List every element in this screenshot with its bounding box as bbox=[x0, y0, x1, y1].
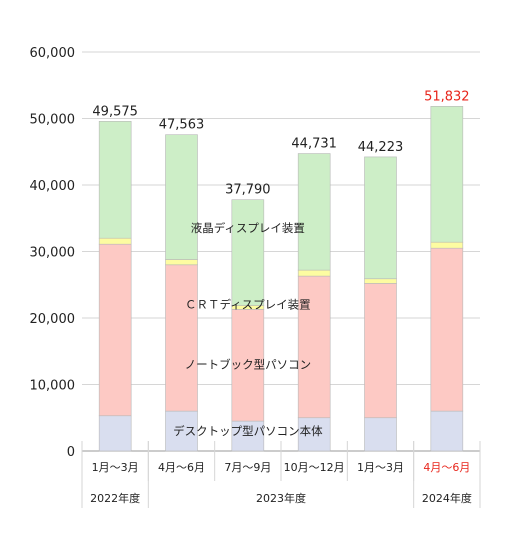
total-labels: 49,575 47,563 37,790 44,731 44,223 51,832 bbox=[92, 89, 469, 197]
y-axis-ticks: 0 10,000 20,000 30,000 40,000 50,000 60,000 bbox=[30, 46, 76, 460]
bar-segment bbox=[364, 278, 397, 284]
series-label: ノートブック型パソコン bbox=[185, 358, 312, 372]
y-tick-label: 60,000 bbox=[30, 46, 76, 61]
x-axis: 1月～3月 4月～6月 7月～9月 10月～12月 1月～3月 4月～6月 2022年度 20… bbox=[81, 441, 481, 508]
x-tick-label: 1月～3月 bbox=[357, 461, 404, 474]
bar-segment bbox=[98, 243, 132, 417]
bar-segment bbox=[364, 156, 397, 280]
bar-segment bbox=[297, 275, 331, 419]
y-tick-label: 0 bbox=[67, 445, 75, 460]
x-tick-label: 1月～3月 bbox=[92, 461, 139, 474]
bar-total-label: 47,563 bbox=[159, 118, 205, 133]
bar-total-label: 37,790 bbox=[225, 183, 271, 198]
y-tick-label: 10,000 bbox=[30, 379, 76, 394]
bar-segment bbox=[364, 283, 397, 419]
bar-total-label: 44,731 bbox=[291, 137, 337, 152]
bar-segment bbox=[364, 417, 397, 452]
year-group-label: 2023年度 bbox=[256, 491, 306, 505]
bar-segment bbox=[165, 259, 198, 266]
y-tick-label: 50,000 bbox=[30, 113, 76, 128]
bar-segment bbox=[297, 269, 331, 277]
series-label: デスクトップ型パソコン本体 bbox=[173, 424, 323, 438]
x-tick-label: 4月～6月 bbox=[423, 461, 470, 474]
bar-segment bbox=[98, 237, 132, 245]
series-label: 液晶ディスプレイ装置 bbox=[191, 221, 305, 235]
bar-segment bbox=[231, 420, 265, 452]
x-tick-label: 7月～9月 bbox=[224, 461, 271, 474]
bar-segment bbox=[98, 415, 132, 452]
year-group-label: 2024年度 bbox=[422, 491, 472, 505]
y-tick-label: 30,000 bbox=[30, 246, 76, 261]
bar-segment bbox=[430, 247, 464, 412]
year-group-label: 2022年度 bbox=[90, 491, 140, 505]
x-tick-label: 4月～6月 bbox=[158, 461, 205, 474]
y-tick-label: 40,000 bbox=[30, 179, 76, 194]
bar-segment bbox=[165, 264, 198, 412]
bar-segment bbox=[297, 153, 331, 271]
series-label: ＣＲＴディスプレイ装置 bbox=[185, 298, 311, 312]
bar-segment bbox=[98, 121, 132, 239]
bar-total-label: 44,223 bbox=[358, 140, 404, 155]
y-tick-label: 20,000 bbox=[30, 312, 76, 327]
bar-segment bbox=[165, 134, 198, 260]
bar-segment bbox=[165, 410, 198, 452]
bar-segment bbox=[430, 106, 464, 243]
bar-segment bbox=[297, 417, 331, 452]
bar-total-label: 51,832 bbox=[424, 89, 470, 104]
bar-segment bbox=[430, 241, 464, 249]
gridlines bbox=[82, 51, 480, 452]
series-labels: 液晶ディスプレイ装置 ＣＲＴディスプレイ装置ノートブック型パソコンデスクトップ型パ… bbox=[173, 221, 323, 438]
bars bbox=[98, 106, 464, 452]
bar-segment bbox=[231, 309, 265, 422]
bar-segment bbox=[430, 410, 464, 452]
x-tick-label: 10月～12月 bbox=[284, 461, 345, 474]
bar-total-label: 49,575 bbox=[92, 104, 138, 119]
bar-segment bbox=[231, 199, 265, 306]
